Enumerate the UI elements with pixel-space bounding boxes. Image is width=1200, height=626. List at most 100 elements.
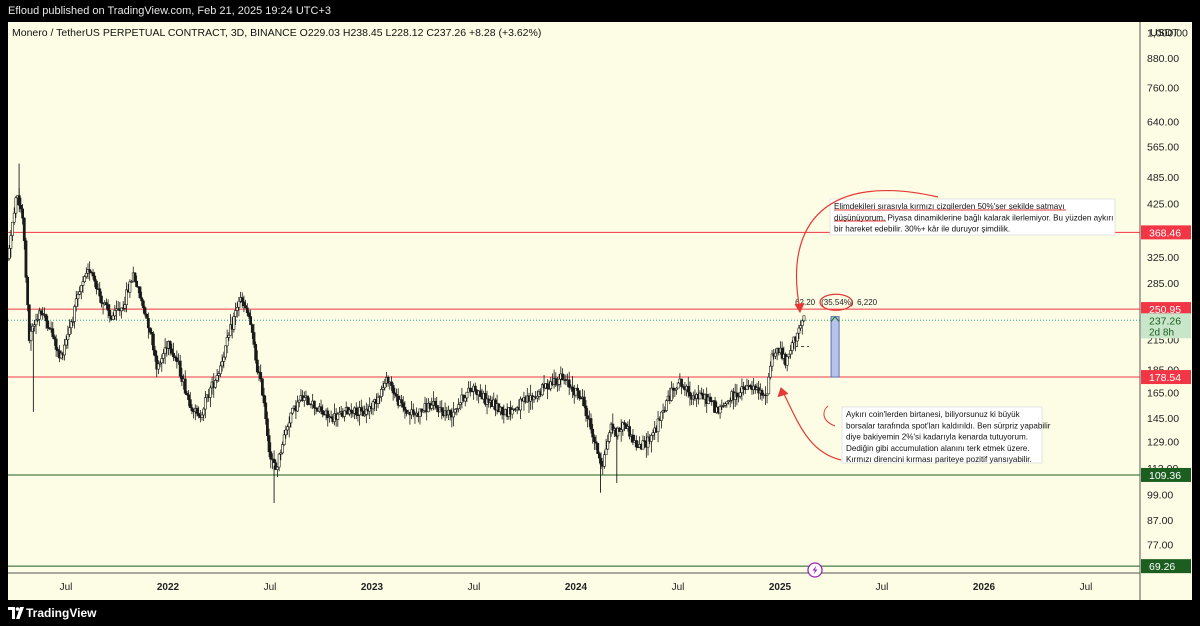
candle — [760, 388, 764, 401]
candle — [244, 299, 248, 309]
annotation-line: düşünüyorum. Piyasa dinamiklerine bağlı … — [834, 213, 1113, 222]
candle — [289, 412, 293, 428]
candle — [795, 332, 799, 346]
candle — [780, 341, 784, 361]
candle — [37, 307, 41, 327]
candle — [326, 407, 330, 427]
candle — [225, 329, 229, 354]
candle — [83, 274, 87, 283]
price-range-measure[interactable] — [830, 316, 840, 378]
top-note[interactable]: Elimdekileri sırasıyla kırmızı çizgilerd… — [829, 198, 1116, 236]
candle — [32, 319, 36, 332]
candle — [596, 442, 600, 454]
candle — [240, 292, 244, 308]
y-tick-label: 99.00 — [1147, 489, 1173, 501]
candle — [130, 280, 133, 283]
arrow-bottom — [781, 389, 842, 461]
candle — [510, 405, 514, 419]
x-tick-label: 2024 — [565, 582, 588, 593]
candle — [143, 305, 147, 317]
y-tick-label: 129.00 — [1147, 436, 1179, 448]
candle — [219, 361, 222, 378]
candle — [800, 319, 804, 335]
candle — [170, 343, 174, 356]
candle — [259, 364, 263, 383]
candle — [361, 405, 365, 417]
annotation-line: borsalar tarafında spot'ları kaldırıldı.… — [846, 421, 1051, 430]
candle — [478, 384, 482, 397]
candle — [274, 459, 278, 470]
candle — [577, 390, 581, 401]
candle — [148, 327, 152, 335]
measure-label-left: 62.20 — [795, 298, 816, 307]
candle — [457, 398, 460, 413]
candle — [660, 411, 663, 429]
tradingview-brand[interactable]: TradingView — [26, 606, 97, 620]
y-tick-label: 425.00 — [1147, 198, 1179, 210]
price-chart[interactable]: 62.20 (35.54%) 6,220 Elimdekileri sırasıyl… — [0, 22, 1192, 600]
y-tick-label: 485.00 — [1147, 172, 1179, 184]
measure-label-right: 6,220 — [857, 298, 878, 307]
candle — [178, 354, 182, 379]
candle — [163, 338, 167, 365]
candle — [151, 331, 155, 356]
candle — [138, 286, 142, 300]
candle — [623, 419, 626, 432]
candle — [393, 387, 397, 399]
candle — [769, 361, 772, 380]
candle — [56, 347, 60, 358]
candle — [723, 402, 727, 408]
chart-area[interactable]: 62.20 (35.54%) 6,220 Elimdekileri sırasıyl… — [0, 22, 1192, 600]
publish-header: Efloud published on TradingView.com, Feb… — [0, 0, 1200, 22]
candle — [71, 316, 75, 327]
candle — [748, 383, 752, 389]
candle — [554, 372, 558, 387]
candle — [214, 378, 217, 389]
tradingview-logo-icon[interactable] — [8, 607, 24, 619]
candle — [175, 350, 179, 369]
footer-bar — [0, 600, 1200, 626]
candle — [146, 312, 150, 339]
candle — [787, 353, 791, 359]
y-tick-label: 880.00 — [1147, 53, 1179, 65]
candle — [589, 413, 593, 434]
candle — [108, 304, 112, 323]
candle — [237, 297, 241, 317]
candle — [673, 387, 677, 398]
candle — [140, 291, 144, 306]
y-tick-label: 77.00 — [1147, 540, 1173, 552]
candle — [245, 303, 249, 317]
candle — [79, 285, 83, 300]
candle — [649, 433, 653, 453]
lightning-icon[interactable] — [807, 562, 823, 578]
y-tick-label: 760.00 — [1147, 82, 1179, 94]
candle — [641, 435, 645, 450]
y-tick-label: 565.00 — [1147, 142, 1179, 154]
candle — [111, 312, 115, 320]
candle — [395, 388, 398, 402]
candle — [343, 410, 346, 422]
candle — [250, 323, 254, 340]
candle — [287, 416, 291, 438]
candle — [168, 340, 172, 356]
candle — [297, 399, 301, 408]
candle — [224, 345, 227, 360]
candle — [153, 345, 157, 362]
y-tick-label: 145.00 — [1147, 413, 1179, 425]
candle — [371, 400, 375, 416]
candle — [26, 275, 30, 312]
candle — [646, 430, 650, 456]
candle — [401, 396, 405, 413]
candle — [737, 392, 740, 403]
candle — [713, 396, 717, 414]
candle — [12, 207, 16, 225]
bottom-note[interactable]: Aykırı coin'lerden birtanesi, biliyorsun… — [841, 406, 1051, 464]
candle — [579, 396, 583, 400]
candle — [576, 384, 579, 400]
candle — [54, 334, 58, 357]
candle — [9, 229, 13, 258]
candle — [59, 350, 63, 360]
candle — [680, 378, 683, 395]
candle — [378, 395, 382, 404]
candle — [125, 282, 128, 313]
